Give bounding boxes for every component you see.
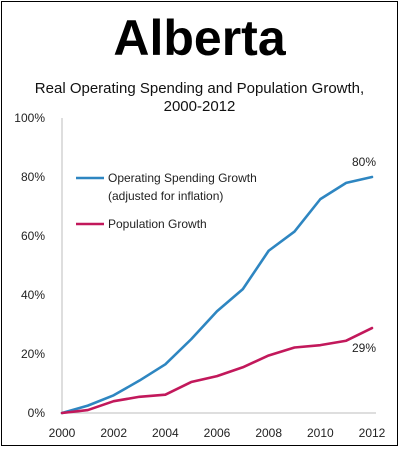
x-tick-label: 2000 [49,426,76,440]
end-value-label: 80% [352,155,376,169]
series-line [60,175,374,415]
x-tick-label: 2008 [255,426,282,440]
series-line [60,326,374,415]
y-tick-label: 0% [28,406,46,420]
legend-label: Operating Spending Growth [108,171,257,185]
y-tick-label: 20% [21,347,45,361]
y-tick-label: 40% [21,288,45,302]
x-tick-label: 2002 [100,426,127,440]
legend-label: Population Growth [108,217,207,231]
end-value-label: 29% [352,341,376,355]
y-tick-label: 60% [21,229,45,243]
chart-title-line-2: 2000-2012 [163,98,236,115]
x-tick-label: 2004 [152,426,179,440]
legend-label: (adjusted for inflation) [108,189,223,203]
chart-title: Real Operating Spending and Population G… [0,80,399,116]
x-tick-label: 2006 [204,426,231,440]
chart-title-line-1: Real Operating Spending and Population G… [34,80,365,97]
y-tick-label: 100% [14,111,45,125]
x-tick-label: 2012 [359,426,386,440]
y-tick-label: 80% [21,170,45,184]
x-tick-label: 2010 [307,426,334,440]
main-title: Alberta [113,10,286,66]
